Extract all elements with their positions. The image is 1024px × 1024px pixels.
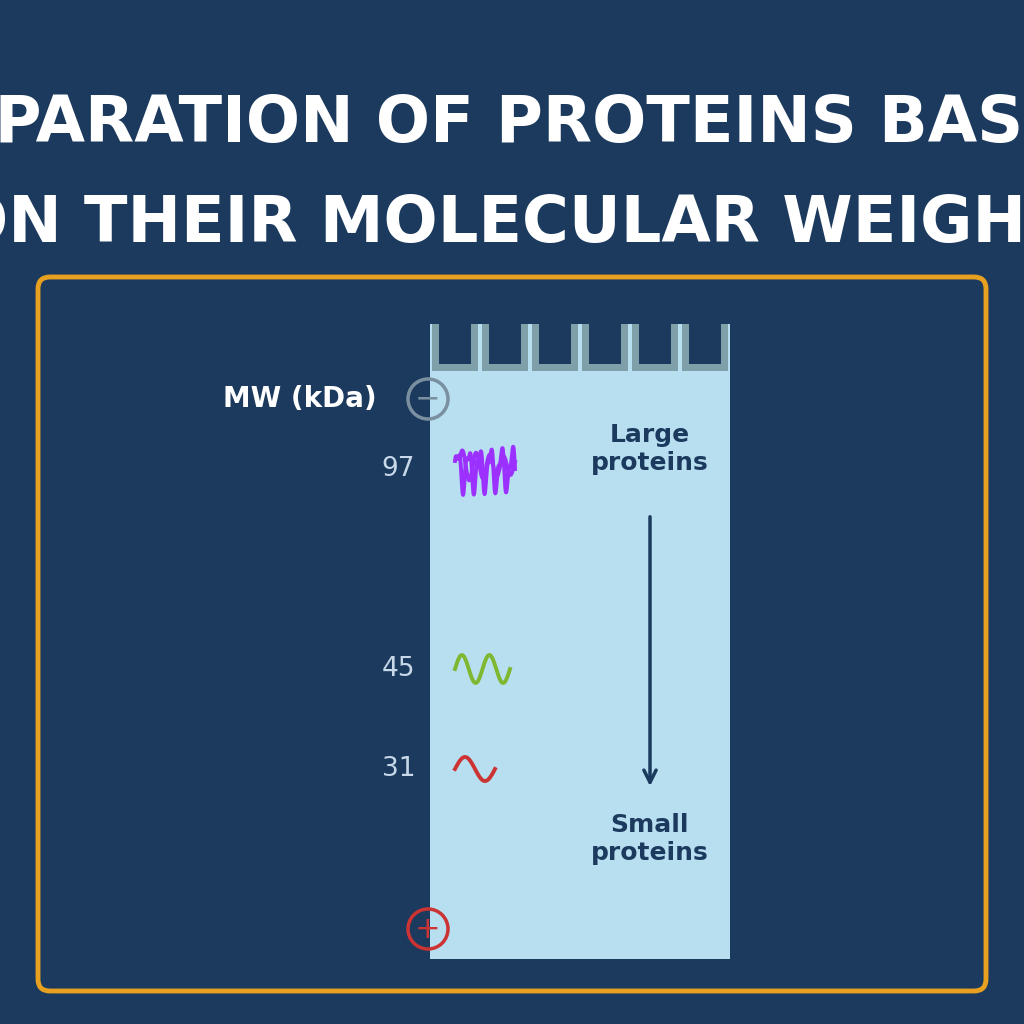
Bar [482,364,528,371]
Bar [589,316,621,364]
Text: Large
proteins: Large proteins [591,423,709,475]
Bar [621,324,628,371]
Bar [582,364,628,371]
Bar [532,364,578,371]
Bar [682,324,689,371]
Bar [439,316,471,364]
Bar [689,316,721,364]
Bar [471,324,478,371]
Bar [430,324,730,959]
Bar [489,316,521,364]
FancyBboxPatch shape [38,278,986,991]
Bar [582,324,589,371]
Bar [539,316,571,364]
Text: ON THEIR MOLECULAR WEIGHT: ON THEIR MOLECULAR WEIGHT [0,193,1024,255]
Text: 97: 97 [382,456,415,482]
Bar [532,324,539,371]
Text: 45: 45 [382,656,415,682]
Text: 31: 31 [382,756,415,782]
Bar [432,324,439,371]
Bar [639,316,671,364]
Bar [432,364,478,371]
Bar [721,324,728,371]
Text: Small
proteins: Small proteins [591,813,709,865]
Bar [521,324,528,371]
Bar [671,324,678,371]
Bar [482,324,489,371]
Text: SEPARATION OF PROTEINS BASED: SEPARATION OF PROTEINS BASED [0,93,1024,155]
Bar [682,364,728,371]
Bar [571,324,578,371]
Text: MW (kDa): MW (kDa) [223,385,377,413]
Bar [632,364,678,371]
Bar [632,324,639,371]
Text: +: + [415,914,440,943]
Text: −: − [416,384,440,414]
